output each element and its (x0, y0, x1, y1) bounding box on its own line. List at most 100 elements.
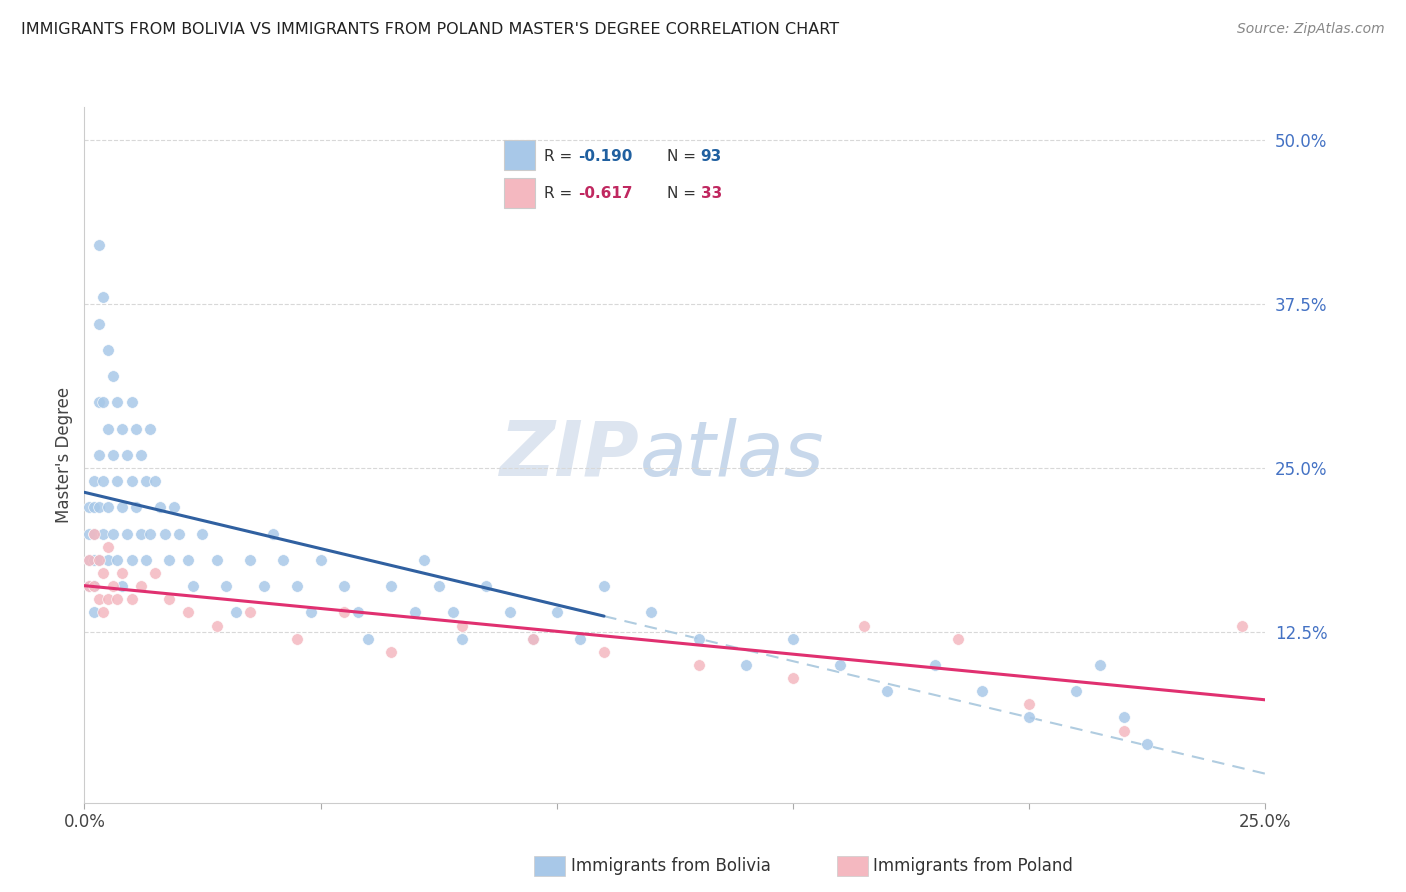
Point (77, 553, 100, 567)
Point (734, 657, 756, 672)
Point (149, 500, 172, 515)
Point (441, 606, 464, 620)
Point (107, 474, 129, 488)
Point (77, 579, 100, 593)
Point (129, 579, 152, 593)
Point (239, 553, 262, 567)
Point (125, 422, 148, 436)
Point (1018, 698, 1040, 712)
Point (111, 422, 134, 436)
Point (111, 566, 134, 580)
Point (299, 606, 322, 620)
Point (115, 448, 138, 462)
Point (522, 632, 544, 646)
Point (83, 526, 105, 541)
Point (101, 579, 124, 593)
Point (87, 448, 110, 462)
Point (876, 684, 898, 698)
Point (125, 500, 148, 515)
Point (83, 474, 105, 488)
Point (404, 606, 426, 620)
Text: IMMIGRANTS FROM BOLIVIA VS IMMIGRANTS FROM POLAND MASTER'S DEGREE CORRELATION CH: IMMIGRANTS FROM BOLIVIA VS IMMIGRANTS FR… (21, 22, 839, 37)
Point (91, 606, 114, 620)
Point (1136, 737, 1159, 751)
Point (97, 592, 120, 607)
Point (593, 579, 616, 593)
Point (163, 500, 186, 515)
Point (181, 579, 204, 593)
Point (115, 526, 138, 541)
Point (1066, 684, 1088, 698)
Y-axis label: Master's Degree: Master's Degree (55, 387, 73, 523)
Point (177, 553, 200, 567)
Point (77, 553, 100, 567)
Point (135, 553, 157, 567)
Point (97, 540, 120, 554)
Point (380, 579, 402, 593)
Text: Immigrants from Poland: Immigrants from Poland (873, 857, 1073, 875)
Point (157, 592, 180, 607)
Point (91, 566, 114, 580)
Point (451, 632, 474, 646)
Text: ZIP: ZIP (499, 418, 640, 491)
Point (157, 553, 180, 567)
Point (83, 500, 105, 515)
Point (129, 526, 152, 541)
Point (83, 579, 105, 593)
Point (129, 448, 152, 462)
Point (143, 474, 166, 488)
Point (451, 618, 474, 632)
Point (1018, 710, 1040, 724)
Point (121, 395, 143, 409)
Point (948, 632, 970, 646)
Point (107, 553, 129, 567)
Point (205, 618, 228, 632)
Point (215, 579, 238, 593)
Point (191, 526, 214, 541)
Point (87, 553, 110, 567)
Point (688, 632, 710, 646)
Point (475, 579, 498, 593)
Point (107, 395, 129, 409)
Point (347, 606, 370, 620)
Point (87, 500, 110, 515)
Point (239, 606, 262, 620)
Point (225, 606, 247, 620)
Point (1230, 618, 1253, 632)
Point (97, 500, 120, 515)
Point (111, 500, 134, 515)
Point (121, 553, 143, 567)
Point (413, 553, 436, 567)
Point (77, 526, 100, 541)
Point (83, 606, 105, 620)
Point (101, 448, 124, 462)
Point (177, 606, 200, 620)
Point (522, 632, 544, 646)
Point (1112, 723, 1135, 738)
Text: Immigrants from Bolivia: Immigrants from Bolivia (571, 857, 770, 875)
Point (333, 606, 356, 620)
Point (970, 684, 993, 698)
Point (357, 632, 380, 646)
Point (253, 579, 276, 593)
Point (91, 290, 114, 304)
Point (87, 592, 110, 607)
Point (830, 657, 852, 672)
Point (593, 645, 616, 659)
Point (285, 579, 308, 593)
Point (924, 657, 946, 672)
Point (101, 369, 124, 384)
Point (77, 500, 100, 515)
Point (83, 579, 105, 593)
Point (309, 553, 332, 567)
Point (1088, 657, 1111, 672)
Point (139, 526, 162, 541)
Point (427, 579, 450, 593)
Point (91, 474, 114, 488)
Text: Source: ZipAtlas.com: Source: ZipAtlas.com (1237, 22, 1385, 37)
Point (101, 526, 124, 541)
Point (97, 553, 120, 567)
Point (139, 422, 162, 436)
Point (91, 526, 114, 541)
Point (83, 526, 105, 541)
